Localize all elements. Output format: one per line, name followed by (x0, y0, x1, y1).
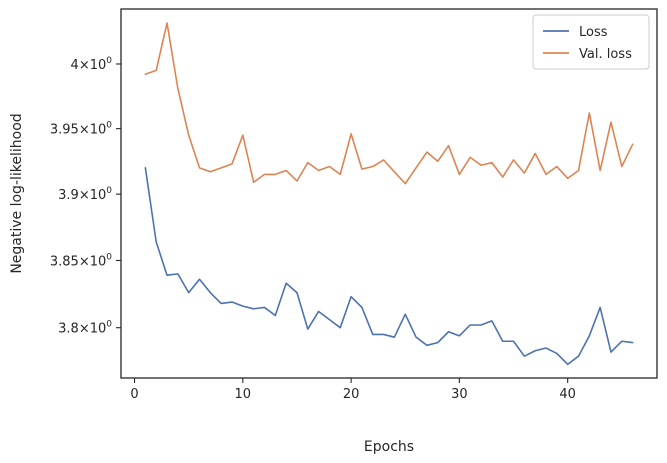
plot-frame (120, 8, 658, 379)
y-tick-label: 3.95×100 (50, 121, 112, 138)
legend: Loss Val. loss (532, 14, 650, 70)
y-tick-mantissa: 3.85 (50, 254, 79, 269)
y-tick-mantissa: 3.8 (58, 322, 79, 337)
y-tick-base: 10 (90, 322, 107, 337)
legend-label-2: Val. loss (579, 47, 632, 62)
y-tick-mantissa: 3.9 (58, 188, 79, 203)
legend-label-1: Loss (579, 25, 608, 40)
y-tick-mantissa: 3.95 (50, 123, 79, 138)
x-tick-label: 30 (451, 387, 468, 402)
y-tick-times: × (79, 58, 90, 73)
x-tick-label: 10 (235, 387, 252, 402)
y-tick-base: 10 (90, 254, 107, 269)
y-tick-exponent: 0 (106, 252, 112, 262)
y-tick-base: 10 (90, 123, 107, 138)
series-line-2 (144, 22, 634, 185)
y-tick-base: 10 (90, 58, 107, 73)
x-tick-label: 0 (130, 387, 138, 402)
y-tick-times: × (79, 188, 90, 203)
x-tick-label: 20 (343, 387, 360, 402)
y-tick-label: 3.8×100 (58, 320, 112, 337)
y-tick-times: × (79, 254, 90, 269)
y-tick-label: 3.9×100 (58, 186, 112, 203)
y-tick-times: × (79, 322, 90, 337)
x-axis: 0 10 20 30 40 (130, 378, 576, 402)
y-axis-label: Negative log-likelihood (9, 113, 25, 273)
y-tick-label: 3.85×100 (50, 252, 112, 269)
y-tick-base: 10 (90, 188, 107, 203)
series-line-1 (144, 167, 634, 366)
x-tick-label: 40 (559, 387, 576, 402)
y-tick-exponent: 0 (106, 121, 112, 131)
y-tick-exponent: 0 (106, 186, 112, 196)
x-axis-label: Epochs (364, 439, 414, 455)
legend-box (532, 14, 650, 70)
y-tick-exponent: 0 (106, 320, 112, 330)
y-tick-exponent: 0 (106, 56, 112, 66)
plot-lines (144, 22, 634, 366)
y-tick-mantissa: 4 (71, 58, 79, 73)
y-tick-label: 4×100 (71, 56, 113, 73)
y-tick-times: × (79, 123, 90, 138)
